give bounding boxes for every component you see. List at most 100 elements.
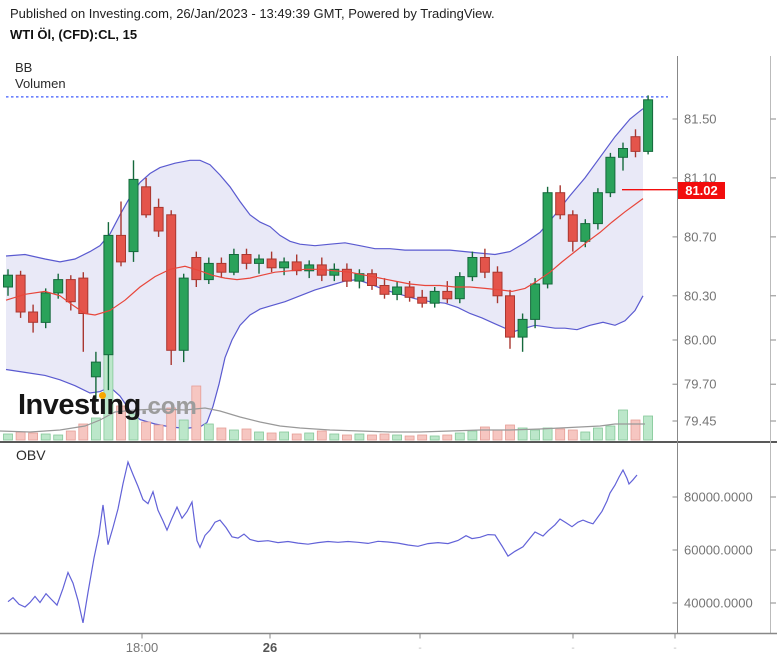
candle-body	[492, 271, 503, 297]
volume-bar	[203, 423, 214, 441]
chart-right-border	[770, 56, 776, 634]
price-tick-label: 81.50	[684, 112, 717, 127]
volume-bar	[467, 430, 478, 441]
candle-body	[542, 192, 553, 285]
volume-bar	[3, 433, 13, 441]
time-tick-label: 26	[263, 640, 277, 655]
volume-bar	[166, 407, 177, 441]
published-caption: Published on Investing.com, 26/Jan/2023 …	[10, 6, 495, 21]
volume-bar	[178, 419, 189, 441]
volume-bar	[15, 431, 26, 441]
volume-ma-line	[0, 407, 645, 433]
candle-body	[216, 262, 227, 273]
volume-bar	[517, 427, 528, 441]
volume-bar	[116, 405, 126, 441]
volume-bar	[28, 432, 39, 441]
candle-body	[103, 234, 114, 356]
candle-body	[530, 283, 541, 320]
volume-bar	[454, 432, 465, 441]
obv-line	[7, 459, 638, 624]
candle-body	[643, 99, 654, 152]
candle-body	[53, 279, 64, 294]
watermark-orange-dot-icon	[99, 392, 107, 399]
candle-body	[153, 206, 164, 232]
price-axis[interactable]: 81.50 81.10 80.70 80.30 80.00 79.70 79.45	[672, 56, 717, 634]
candle-body	[90, 361, 101, 378]
candle-body	[128, 178, 139, 253]
obv-axis[interactable]: 80000.0000 60000.0000 40000.0000	[672, 490, 753, 611]
candle-body	[555, 192, 566, 216]
candle-body	[341, 268, 352, 282]
volume-bar	[91, 417, 101, 441]
volume-bar	[291, 433, 302, 441]
price-tick-label: 79.70	[684, 377, 717, 392]
indicator-label-obv: OBV	[16, 447, 46, 463]
volume-bar	[153, 424, 164, 441]
volume-bar	[492, 429, 503, 441]
candle-body	[379, 285, 390, 295]
instrument-title: WTI Öl, (CFD):CL, 15	[10, 27, 138, 42]
price-tick-label: 81.10	[684, 170, 717, 185]
bollinger-upper-line	[5, 108, 644, 263]
volume-bar	[279, 431, 290, 441]
bollinger-lower-line	[5, 278, 644, 430]
candle-body	[329, 268, 340, 276]
candle-body	[28, 311, 39, 323]
candle-body	[40, 292, 51, 323]
price-tick-label: 80.70	[684, 229, 717, 244]
volume-bar	[128, 413, 139, 441]
candle-body	[429, 290, 440, 304]
time-minor-mark: -	[418, 643, 421, 654]
volume-bar	[593, 427, 603, 441]
time-tick-label: 18:00	[126, 640, 159, 655]
volume-bar	[53, 434, 64, 441]
candle-body	[241, 254, 252, 264]
volume-bar	[479, 426, 490, 441]
candle-body	[3, 274, 13, 288]
watermark-letter-i: i	[99, 389, 107, 421]
time-minor-mark: -	[571, 643, 574, 654]
volume-bar	[191, 385, 202, 441]
candle-body	[605, 156, 616, 194]
watermark-suffix: .com	[140, 393, 197, 420]
volume-bar	[379, 433, 390, 441]
candle-body	[141, 186, 152, 216]
candle-body	[505, 295, 515, 338]
candle-body	[203, 262, 214, 281]
volume-bar	[542, 427, 553, 441]
candle-body	[116, 234, 126, 263]
volume-bar	[630, 419, 641, 441]
volume-bar	[329, 433, 340, 441]
candle-body	[517, 318, 528, 338]
candle-body	[404, 286, 415, 298]
volume-bar	[354, 433, 365, 441]
candle-body	[304, 264, 315, 272]
candle-body	[618, 148, 628, 158]
volume-bar	[505, 424, 515, 441]
volume-bar	[392, 434, 403, 441]
volume-bar	[530, 429, 540, 441]
candle-body	[178, 277, 189, 351]
last-value-tag: 81.02	[678, 182, 725, 199]
indicator-label-bb: BB	[15, 60, 33, 75]
volume-bar	[304, 432, 315, 441]
time-axis[interactable]: 18:00 26 - - -	[0, 632, 777, 656]
volume-bar	[605, 425, 616, 441]
bollinger-mid-line	[5, 198, 644, 316]
volume-bar	[567, 429, 578, 441]
volume-bar	[316, 430, 327, 441]
volume-bar	[216, 427, 227, 441]
volume-bar	[65, 430, 76, 441]
candle-body	[254, 258, 264, 264]
candle-body	[580, 223, 591, 242]
candle-body	[467, 257, 478, 278]
price-tick-label: 80.30	[684, 288, 717, 303]
candlestick-series	[3, 95, 654, 402]
volume-bar	[580, 431, 591, 441]
volume-bar	[228, 429, 239, 441]
obv-tick-label: 60000.0000	[684, 543, 753, 558]
watermark-text-rest: ng	[106, 389, 141, 421]
candle-body	[228, 254, 239, 273]
volume-bar	[78, 423, 89, 441]
